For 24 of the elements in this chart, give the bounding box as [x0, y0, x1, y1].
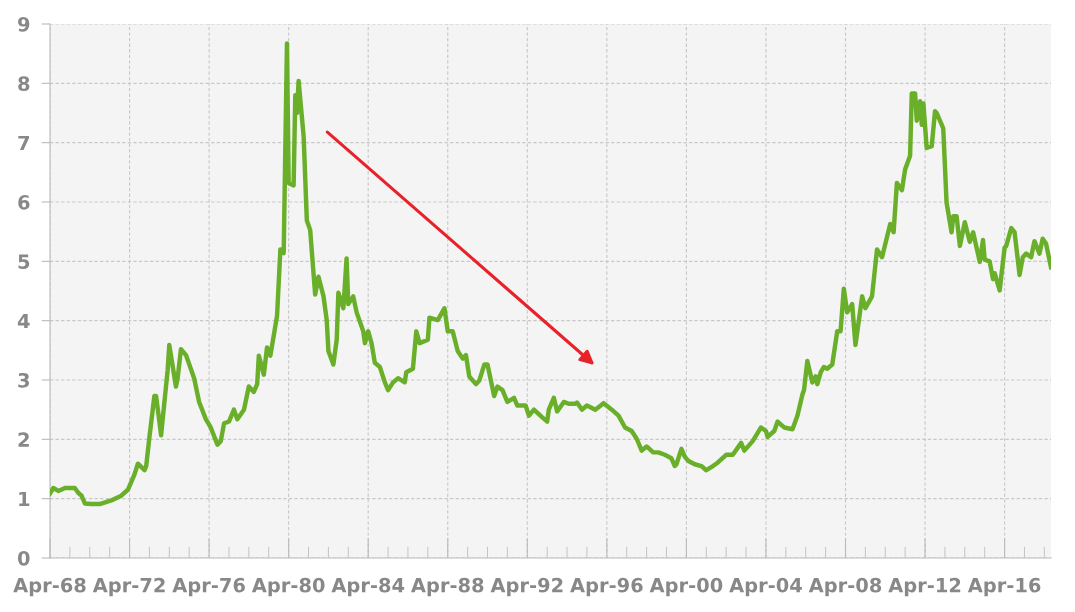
- y-tick-label: 9: [18, 16, 30, 32]
- line-series: [50, 41, 1051, 507]
- y-tick-label: 4: [17, 313, 30, 329]
- x-tick-label: Apr-84: [331, 577, 405, 597]
- x-tick-label: Apr-04: [729, 577, 802, 597]
- x-tick-label: Apr-08: [808, 577, 882, 597]
- y-tick-label: 5: [18, 254, 30, 269]
- y-tick-label: 3: [18, 372, 30, 388]
- x-tick-label: Apr-72: [92, 577, 165, 597]
- x-tick-label: Apr-12: [888, 577, 961, 597]
- y-tick-label: 8: [18, 76, 30, 91]
- x-tick-label: Apr-92: [490, 577, 563, 597]
- y-tick-label: 7: [18, 135, 30, 151]
- x-tick-label: Apr-16: [967, 577, 1041, 597]
- x-tick-label: Apr-00: [649, 577, 723, 597]
- x-tick-label: Apr-76: [172, 577, 245, 597]
- x-tick-label: Apr-96: [570, 577, 643, 597]
- x-tick-label: Apr-80: [251, 577, 325, 597]
- x-tick-label: Apr-68: [13, 577, 86, 597]
- y-tick-label: 2: [18, 432, 29, 447]
- y-tick-label: 0: [17, 550, 30, 566]
- x-tick-label: Apr-88: [411, 577, 484, 597]
- y-tick-label: 6: [18, 194, 30, 210]
- y-tick-label: 1: [19, 491, 30, 507]
